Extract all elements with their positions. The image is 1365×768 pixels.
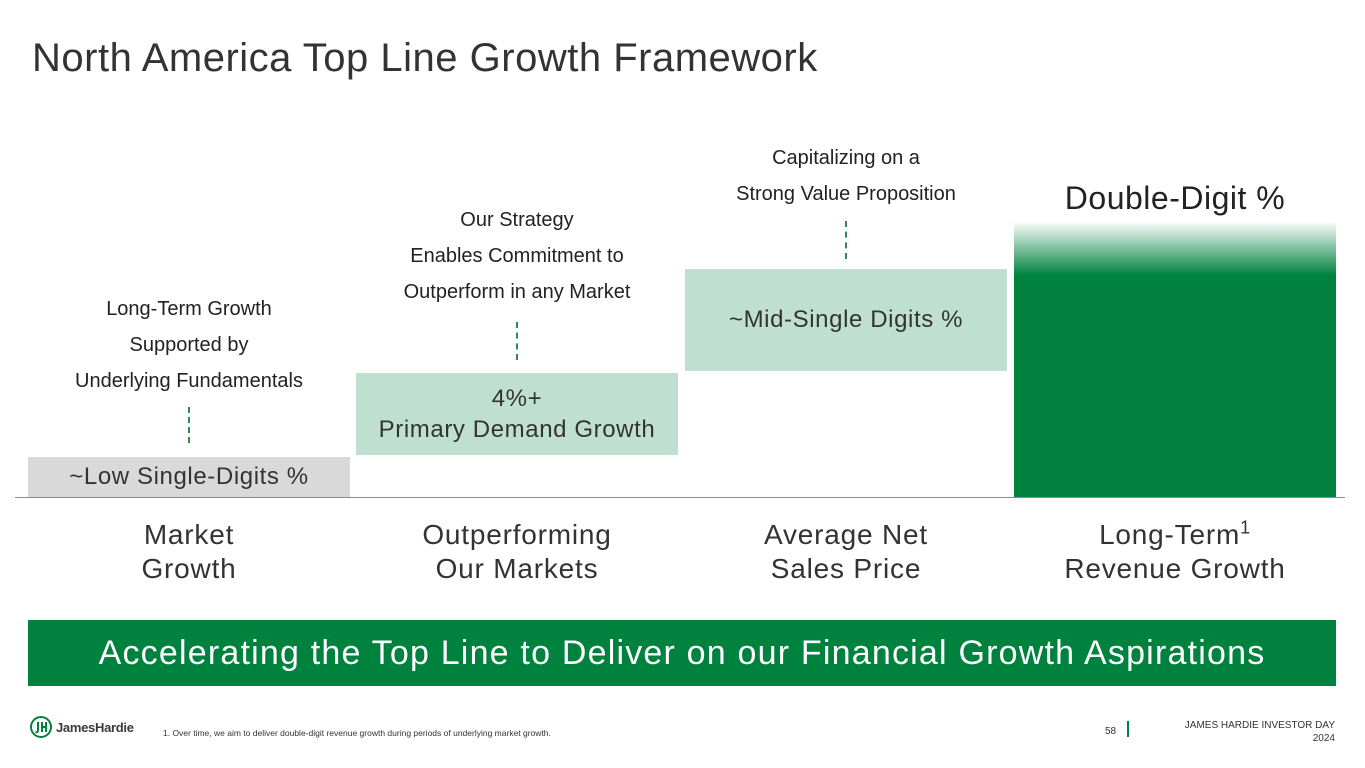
outperforming-bar: 4%+ Primary Demand Growth xyxy=(356,373,678,455)
logo-wordmark: JamesHardie xyxy=(56,719,134,735)
baseline-divider xyxy=(15,497,1345,498)
category-average-net-sales-price: Average Net Sales Price xyxy=(685,518,1007,586)
description-line: Strong Value Proposition xyxy=(736,183,956,205)
company-logo: JamesHardie xyxy=(30,716,134,738)
footnote-marker: 1 xyxy=(1240,517,1251,538)
event-line: 2024 xyxy=(1312,733,1335,744)
event-name: JAMES HARDIE INVESTOR DAY 2024 xyxy=(1185,719,1335,745)
slide-title: North America Top Line Growth Framework xyxy=(32,36,818,80)
category-line: Growth xyxy=(141,553,237,584)
market-growth-bar: ~Low Single-Digits % xyxy=(28,457,350,497)
description-line: Long-Term Growth xyxy=(106,298,272,320)
price-bar: ~Mid-Single Digits % xyxy=(685,269,1007,371)
description-line: Capitalizing on a xyxy=(772,147,920,169)
james-hardie-logo-icon xyxy=(30,716,52,738)
revenue-growth-bar xyxy=(1014,221,1336,498)
tagline-banner: Accelerating the Top Line to Deliver on … xyxy=(28,620,1336,686)
bar-label: 4%+ xyxy=(491,385,543,412)
category-text: Long-Term xyxy=(1099,519,1241,550)
footnote: 1. Over time, we aim to deliver double-d… xyxy=(163,728,551,738)
category-line: Long-Term1 xyxy=(1014,518,1336,552)
description-line: Enables Commitment to xyxy=(410,245,624,267)
description-line: Our Strategy xyxy=(460,209,574,231)
dashed-connector xyxy=(845,221,847,259)
category-line: Sales Price xyxy=(770,553,922,584)
page-number: 58 xyxy=(1105,726,1117,737)
price-description: Capitalizing on a Strong Value Propositi… xyxy=(685,140,1007,212)
description-line: Supported by xyxy=(129,334,249,356)
category-line: Market xyxy=(143,519,235,550)
dashed-connector xyxy=(188,407,190,443)
market-growth-description: Long-Term Growth Supported by Underlying… xyxy=(28,291,350,399)
event-line: JAMES HARDIE INVESTOR DAY xyxy=(1184,720,1335,731)
bar-label: Primary Demand Growth xyxy=(378,416,656,443)
category-line: Revenue Growth xyxy=(1064,553,1286,584)
category-outperforming: Outperforming Our Markets xyxy=(356,518,678,586)
category-line: Average Net xyxy=(764,519,928,550)
dashed-connector xyxy=(516,322,518,360)
description-line: Outperform in any Market xyxy=(403,281,631,303)
outperforming-description: Our Strategy Enables Commitment to Outpe… xyxy=(356,202,678,310)
revenue-growth-label: Double-Digit % xyxy=(1064,180,1286,216)
category-line: Our Markets xyxy=(435,553,599,584)
page-separator xyxy=(1127,721,1129,737)
category-long-term-revenue-growth: Long-Term1 Revenue Growth xyxy=(1014,518,1336,586)
bar-label: ~Low Single-Digits % xyxy=(69,463,309,490)
description-line: Underlying Fundamentals xyxy=(75,370,303,392)
category-line: Outperforming xyxy=(422,519,612,550)
category-market-growth: Market Growth xyxy=(28,518,350,586)
bar-label: ~Mid-Single Digits % xyxy=(728,306,964,333)
